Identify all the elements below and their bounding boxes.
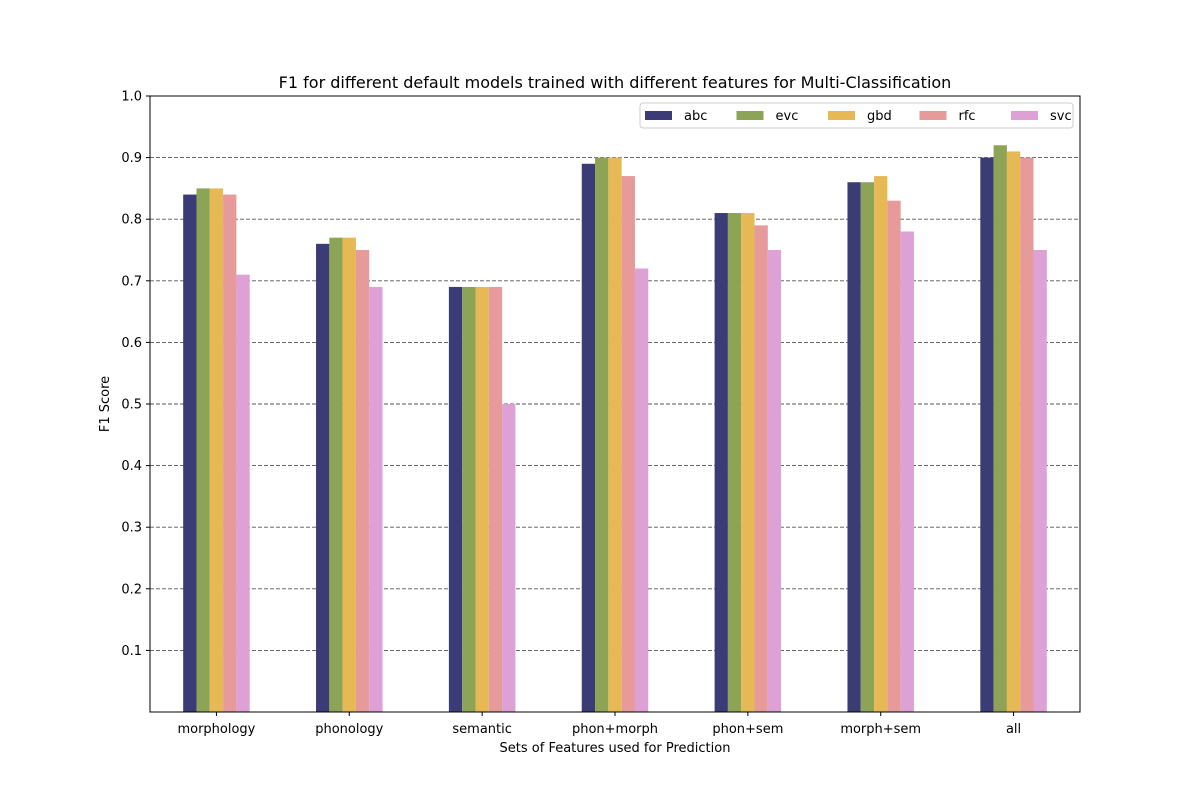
bar-abc-semantic	[448, 286, 463, 712]
bar-evc-all	[993, 145, 1007, 712]
bar-svc-semantic	[502, 404, 516, 712]
legend-box	[639, 102, 1074, 129]
legend-label-abc: abc	[684, 109, 707, 124]
bar-svc-phon+morph	[634, 268, 649, 712]
y-tick-label: 0.7	[121, 274, 142, 289]
legend-swatch-gbd	[828, 111, 855, 120]
y-tick-label: 0.2	[121, 582, 142, 597]
bar-svc-all	[1033, 250, 1047, 712]
y-tick-label: 0.4	[121, 459, 142, 474]
legend-label-evc: evc	[776, 109, 799, 124]
legend-swatch-evc	[736, 111, 764, 120]
x-tick-label: phon+morph	[572, 722, 658, 737]
bar-abc-morphology	[183, 194, 197, 712]
bar-gbd-all	[1006, 151, 1021, 712]
bars	[183, 145, 1047, 713]
y-tick-label: 0.9	[121, 151, 142, 166]
bar-rfc-semantic	[488, 286, 503, 712]
bar-evc-semantic	[462, 286, 476, 712]
y-tick-label: 0.6	[121, 336, 142, 351]
bar-abc-phon+morph	[581, 163, 596, 712]
y-tick-label: 0.5	[121, 398, 142, 413]
legend-label-rfc: rfc	[959, 109, 976, 124]
bar-rfc-morphology	[223, 194, 237, 712]
x-tick-label: semantic	[452, 722, 512, 737]
x-tick-label: morph+sem	[840, 722, 921, 737]
x-axis: morphology phonology semantic phon+morph pho…	[177, 712, 1021, 737]
chart-title: F1 for different default models trained …	[279, 73, 952, 92]
legend-label-gbd: gbd	[867, 109, 892, 124]
y-tick-label: 0.8	[121, 213, 142, 228]
bar-gbd-semantic	[475, 286, 489, 712]
bar-svc-morphology	[236, 274, 250, 712]
bar-gbd-phon+morph	[608, 157, 622, 713]
x-tick-label: all	[1006, 722, 1021, 737]
y-tick-label: 1.0	[121, 90, 142, 105]
bar-evc-phonology	[329, 237, 343, 712]
x-tick-label: phon+sem	[712, 722, 783, 737]
y-tick-label: 0.1	[121, 644, 142, 659]
bar-rfc-all	[1020, 157, 1034, 713]
x-axis-title: Sets of Features used for Prediction	[500, 741, 731, 756]
legend: abc evc gbd rfc svc	[639, 102, 1074, 129]
bar-abc-morph+sem	[847, 182, 861, 713]
bar-evc-morphology	[196, 188, 210, 712]
bar-gbd-phonology	[342, 237, 356, 712]
bar-svc-phonology	[369, 286, 383, 712]
legend-swatch-abc	[645, 111, 672, 120]
bar-abc-phon+sem	[714, 213, 728, 713]
bar-gbd-morphology	[209, 188, 224, 712]
legend-label-svc: svc	[1050, 109, 1072, 124]
bar-rfc-morph+sem	[887, 200, 901, 712]
y-axis: 0.1 0.2 0.3 0.4 0.5 0.6 0.7 0.8 0.9 1.0	[121, 90, 150, 659]
x-tick-label: phonology	[315, 722, 383, 737]
y-tick-label: 0.3	[121, 521, 142, 536]
legend-swatch-svc	[1011, 111, 1038, 120]
bar-rfc-phonology	[355, 250, 370, 712]
bar-abc-all	[980, 157, 994, 713]
bar-rfc-phon+sem	[754, 225, 768, 713]
bar-rfc-phon+morph	[621, 176, 635, 712]
bar-evc-phon+morph	[595, 157, 609, 713]
bar-abc-phonology	[316, 243, 330, 712]
bar-gbd-phon+sem	[741, 213, 755, 713]
bar-gbd-morph+sem	[874, 176, 888, 712]
bar-evc-phon+sem	[727, 213, 742, 713]
bar-evc-morph+sem	[860, 182, 875, 713]
bar-svc-morph+sem	[900, 231, 914, 712]
y-axis-title: F1 Score	[98, 376, 113, 432]
bar-svc-phon+sem	[767, 250, 782, 712]
legend-swatch-rfc	[919, 111, 947, 120]
x-tick-label: morphology	[177, 722, 255, 737]
